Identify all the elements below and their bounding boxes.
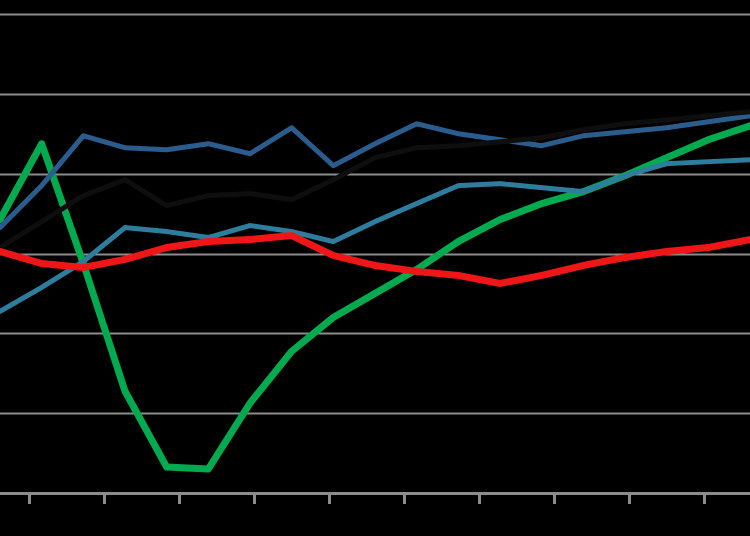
series-blue <box>0 113 750 231</box>
series-red <box>0 232 750 287</box>
series-teal <box>0 157 750 314</box>
series-lines <box>0 109 750 473</box>
x-axis <box>0 492 750 504</box>
series-black <box>0 109 750 251</box>
